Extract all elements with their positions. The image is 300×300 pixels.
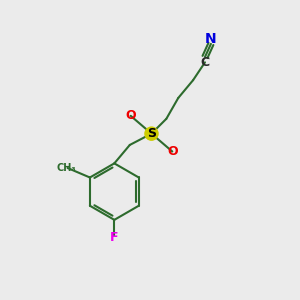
Text: O: O [125, 109, 136, 122]
Text: C: C [200, 56, 209, 69]
Text: F: F [110, 231, 118, 244]
Text: S: S [147, 127, 156, 140]
Text: O: O [167, 145, 178, 158]
Text: N: N [205, 32, 217, 46]
Circle shape [145, 127, 158, 140]
Text: CH₃: CH₃ [56, 163, 76, 173]
